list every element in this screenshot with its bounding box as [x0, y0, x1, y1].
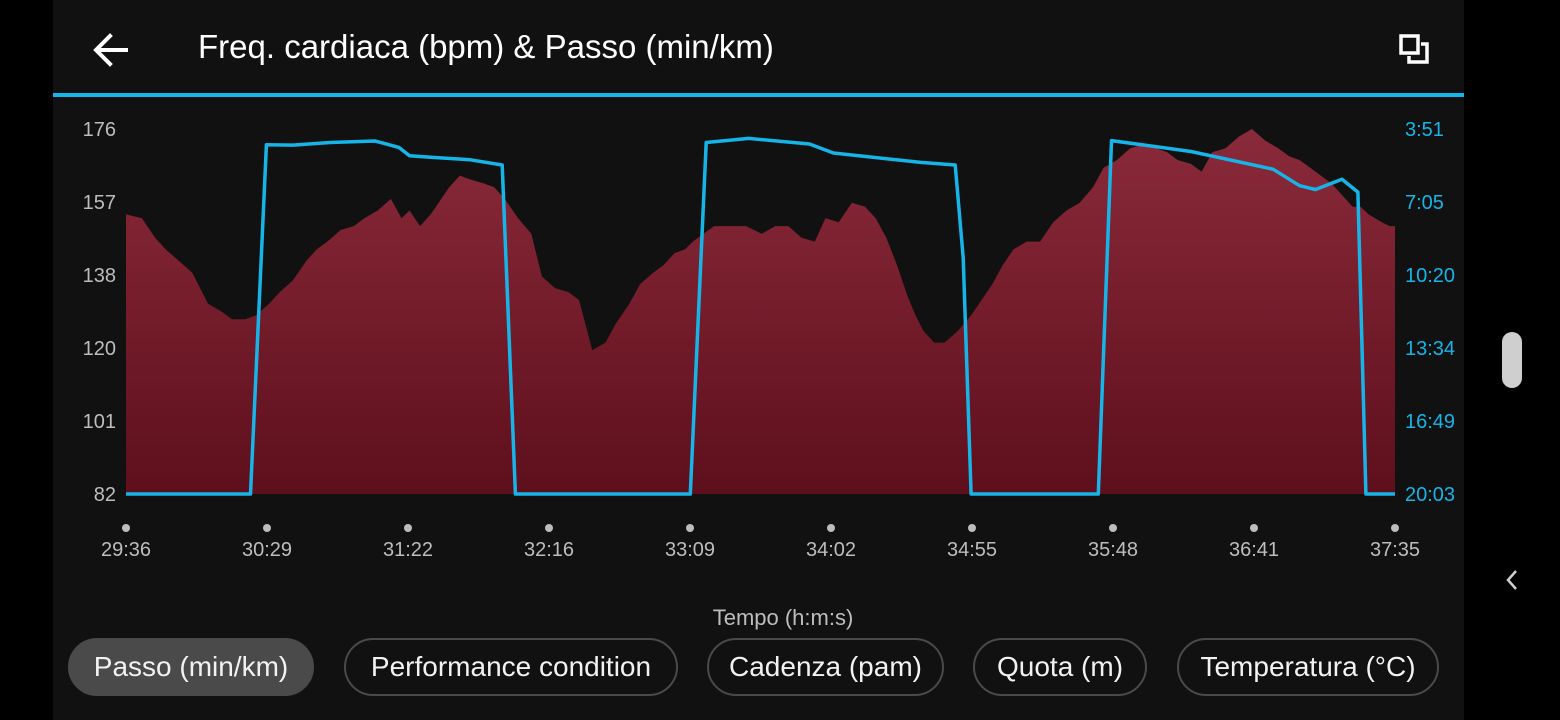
chip-cadenza[interactable]: Cadenza (pam): [707, 638, 944, 696]
y-left-tick-label: 138: [83, 265, 116, 287]
x-tick-label: 33:09: [665, 539, 715, 561]
y-left-tick-label: 120: [83, 338, 116, 360]
y-left-tick-label: 101: [83, 411, 116, 433]
y-left-tick-label: 176: [83, 119, 116, 141]
x-tick-dot: [1250, 524, 1258, 532]
x-tick-dot: [263, 524, 271, 532]
pace-line: [126, 136, 1395, 496]
chip-label: Temperatura (°C): [1200, 651, 1416, 682]
x-tick-dot: [545, 524, 553, 532]
side-panel-toggle[interactable]: [1498, 564, 1526, 596]
x-tick-dot: [968, 524, 976, 532]
chip-label: Cadenza (pam): [729, 651, 922, 682]
heart-rate-area: [126, 129, 1395, 494]
chip-label: Performance condition: [370, 651, 652, 682]
fullscreen-toggle-icon: [1399, 34, 1429, 64]
x-tick-dot: [1391, 524, 1399, 532]
chart-screen: Freq. cardiaca (bpm) & Passo (min/km) 82…: [53, 0, 1464, 720]
y-right-tick-label: 7:05: [1405, 192, 1444, 214]
x-tick-dot: [686, 524, 694, 532]
back-button[interactable]: [87, 26, 135, 74]
y-right-tick-label: 10:20: [1405, 265, 1455, 287]
fullscreen-button[interactable]: [1391, 26, 1439, 74]
x-tick-dot: [404, 524, 412, 532]
chip-performance-condition[interactable]: Performance condition: [344, 638, 678, 696]
x-tick-label: 34:55: [947, 539, 997, 561]
x-tick-label: 35:48: [1088, 539, 1138, 561]
x-tick-dot: [1109, 524, 1117, 532]
x-axis-title: Tempo (h:m:s): [712, 605, 854, 630]
x-tick-label: 31:22: [383, 539, 433, 561]
y-left-tick-label: 82: [94, 484, 116, 506]
x-tick-dot: [827, 524, 835, 532]
y-right-tick-label: 13:34: [1405, 338, 1455, 360]
header-bar: Freq. cardiaca (bpm) & Passo (min/km): [53, 0, 1464, 97]
chevron-left-icon: [1506, 570, 1517, 590]
chip-label: Quota (m): [996, 651, 1124, 682]
x-tick-label: 32:16: [524, 539, 574, 561]
x-tick-label: 36:41: [1229, 539, 1279, 561]
y-right-tick-label: 3:51: [1405, 119, 1444, 141]
chip-passo[interactable]: Passo (min/km): [68, 638, 314, 696]
chip-quota[interactable]: Quota (m): [973, 638, 1147, 696]
y-right-tick-label: 16:49: [1405, 411, 1455, 433]
arrow-left-icon: [93, 33, 128, 67]
x-tick-label: 30:29: [242, 539, 292, 561]
chart: 82 101 120 138 157 176 3:51 7:05 10:20 13:34 16:4…: [83, 119, 1455, 561]
y-right-tick-label: 20:03: [1405, 484, 1455, 506]
page-title: Freq. cardiaca (bpm) & Passo (min/km): [198, 28, 774, 65]
y-left-tick-label: 157: [83, 192, 116, 214]
side-scroll-handle[interactable]: [1502, 332, 1522, 388]
chip-temperatura[interactable]: Temperatura (°C): [1177, 638, 1439, 696]
chip-label: Passo (min/km): [93, 651, 289, 682]
x-tick-dot: [122, 524, 130, 532]
x-tick-label: 29:36: [101, 539, 151, 561]
x-tick-label: 34:02: [806, 539, 856, 561]
x-tick-label: 37:35: [1370, 539, 1420, 561]
